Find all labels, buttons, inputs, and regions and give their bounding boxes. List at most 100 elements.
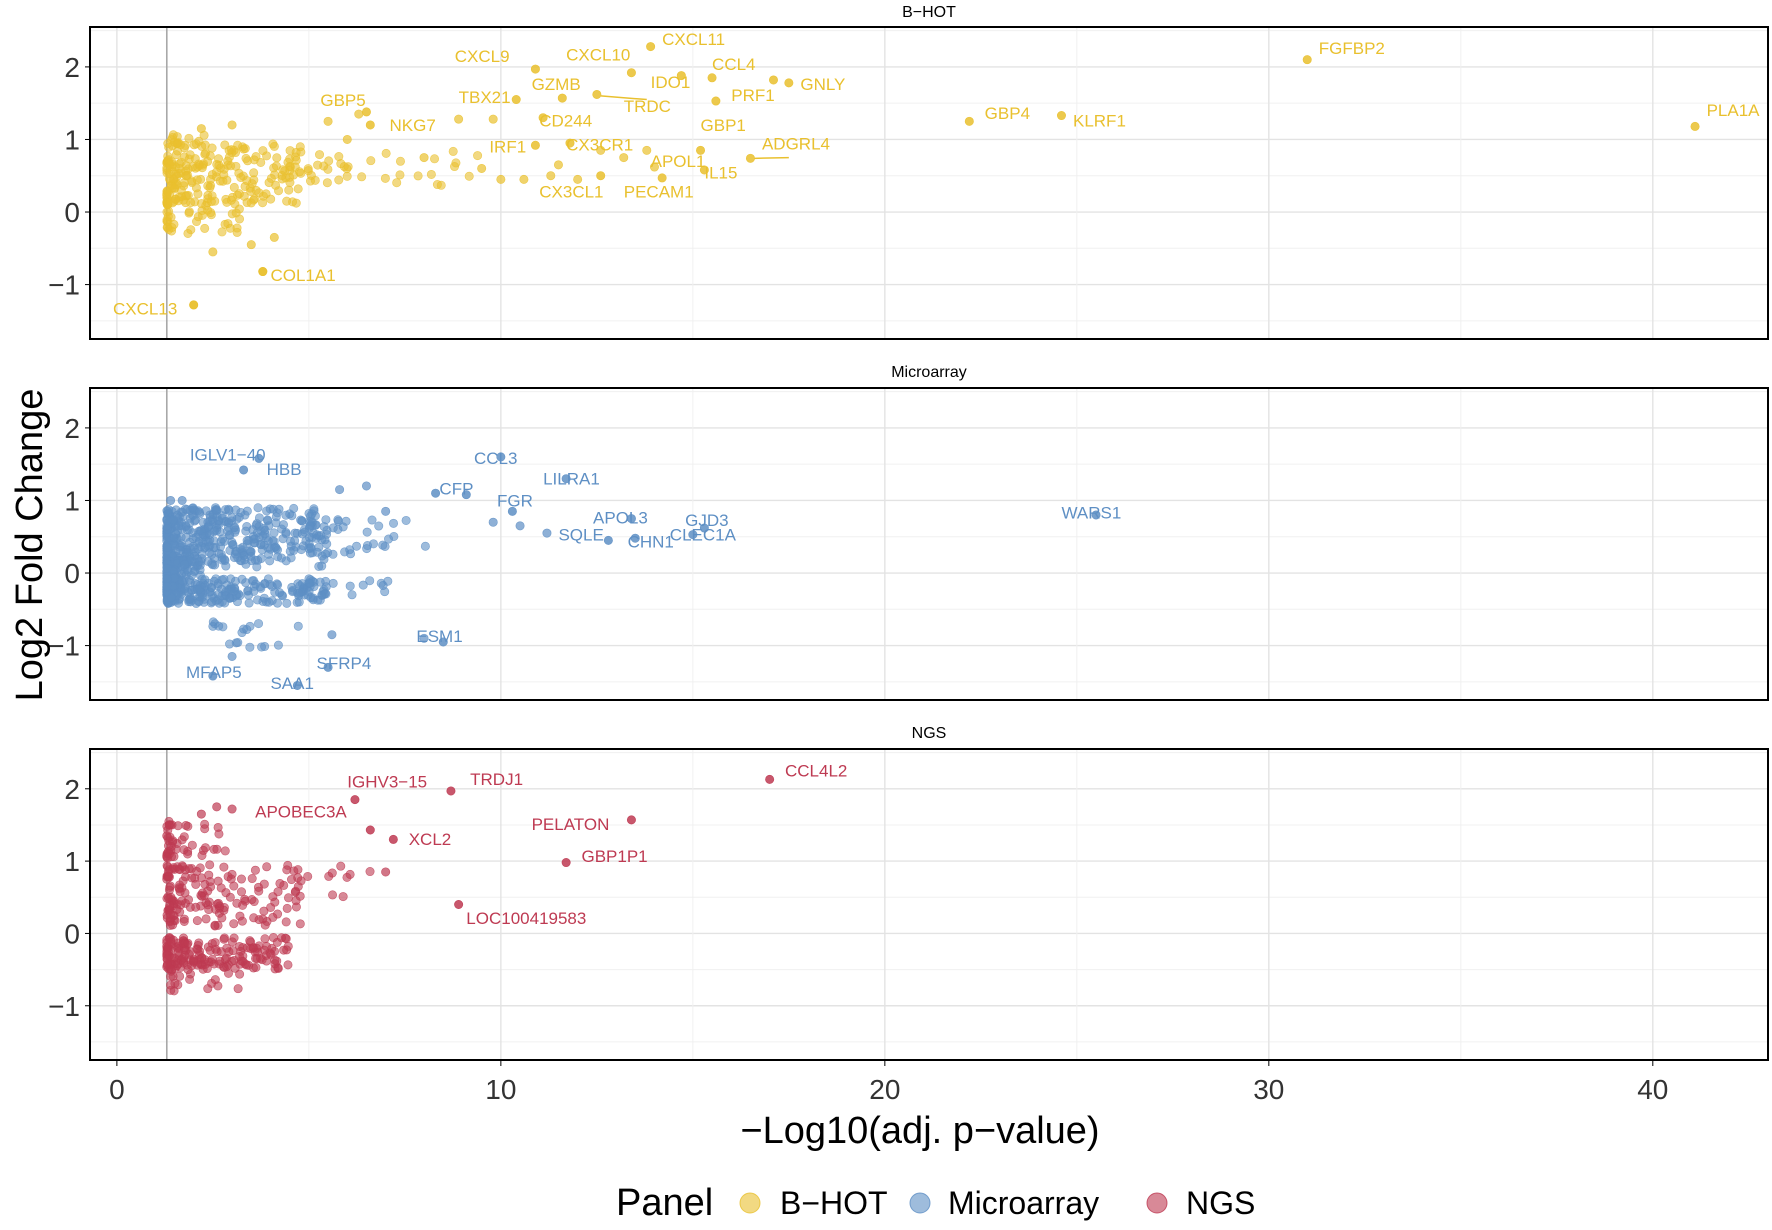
data-point [281,510,291,520]
data-point [258,146,268,156]
data-point [314,561,324,571]
data-point [208,617,218,627]
data-point [197,873,207,883]
labeled-point [696,145,706,155]
data-point [162,222,172,232]
data-point [260,920,270,930]
point-label: SQLE [558,525,603,544]
data-point [269,141,279,151]
data-point [221,194,231,204]
point-label: CCL3 [474,449,517,468]
data-point [392,178,402,188]
data-point [200,819,210,829]
data-point [450,162,460,172]
data-point [200,955,210,965]
data-point [200,149,210,159]
data-point [336,861,346,871]
data-point [413,171,423,181]
data-point [496,174,506,184]
data-point [354,109,364,119]
data-point [184,864,194,874]
labeled-point [1056,111,1066,121]
data-point [261,597,271,607]
data-point [230,549,240,559]
panel-title: NGS [912,725,947,742]
data-point [432,180,442,190]
labeled-point [765,774,775,784]
data-point [297,516,307,526]
panel-ngs: NGS −1 0 1 2 IGHV3−15 TRDJ1 APOBEC3A XCL2 PELATON… [48,725,1769,1105]
data-point [219,933,229,943]
data-point [226,874,236,884]
data-point [256,157,266,167]
y-tick-label: 0 [64,918,80,949]
data-point [246,547,256,557]
data-point [269,163,279,173]
point-label: APOL1 [651,152,706,171]
legend: Panel B−HOT Microarray NGS [616,1182,1255,1224]
data-point [304,532,314,542]
labeled-point [350,795,360,805]
data-point [374,521,384,531]
point-label: CFP [439,480,473,499]
data-point [242,176,252,186]
labeled-point [711,96,721,106]
data-point [207,191,217,201]
point-label: LOC100419583 [466,909,586,928]
data-point [214,829,224,839]
data-point [185,902,195,912]
data-point [213,579,223,589]
data-point [320,588,330,598]
data-point [419,153,429,163]
labeled-point [538,113,548,123]
data-point [488,517,498,527]
data-point [278,520,288,530]
data-point [430,154,440,164]
data-point [289,866,299,876]
data-point [365,576,375,586]
point-label: APOL3 [593,509,648,528]
data-point [553,160,563,170]
data-point [376,578,386,588]
data-point [381,867,391,877]
point-label: CXCL11 [662,30,725,49]
data-points [162,42,1700,310]
data-point [162,542,172,552]
data-point [185,974,195,984]
y-tick-label: 2 [64,52,80,83]
point-label: FGR [497,491,533,510]
x-tick-label: 10 [485,1074,516,1105]
data-point [419,633,429,643]
labeled-point [657,173,667,183]
labeled-point [699,523,709,533]
point-label: APOBEC3A [255,803,347,822]
data-point [194,136,204,146]
data-point [208,247,218,257]
point-label: IGLV1−40 [190,446,266,465]
labeled-point [699,165,709,175]
data-point [266,173,276,183]
data-point [267,581,277,591]
data-point [275,588,285,598]
data-point [361,481,371,491]
point-label: MFAP5 [186,663,242,682]
data-point [515,521,525,531]
data-point [241,526,251,536]
data-point [167,965,177,975]
point-label: CHN1 [628,533,674,552]
data-point [291,198,301,208]
data-point [224,145,234,155]
data-point [197,592,207,602]
data-point [236,874,246,884]
data-point [239,624,249,634]
data-point [321,515,331,525]
data-point [175,971,185,981]
point-label: IGHV3−15 [347,772,427,791]
labeled-point [630,533,640,543]
data-point [192,175,202,185]
data-point [420,541,430,551]
data-point [226,574,236,584]
data-point [179,958,189,968]
data-point [177,896,187,906]
